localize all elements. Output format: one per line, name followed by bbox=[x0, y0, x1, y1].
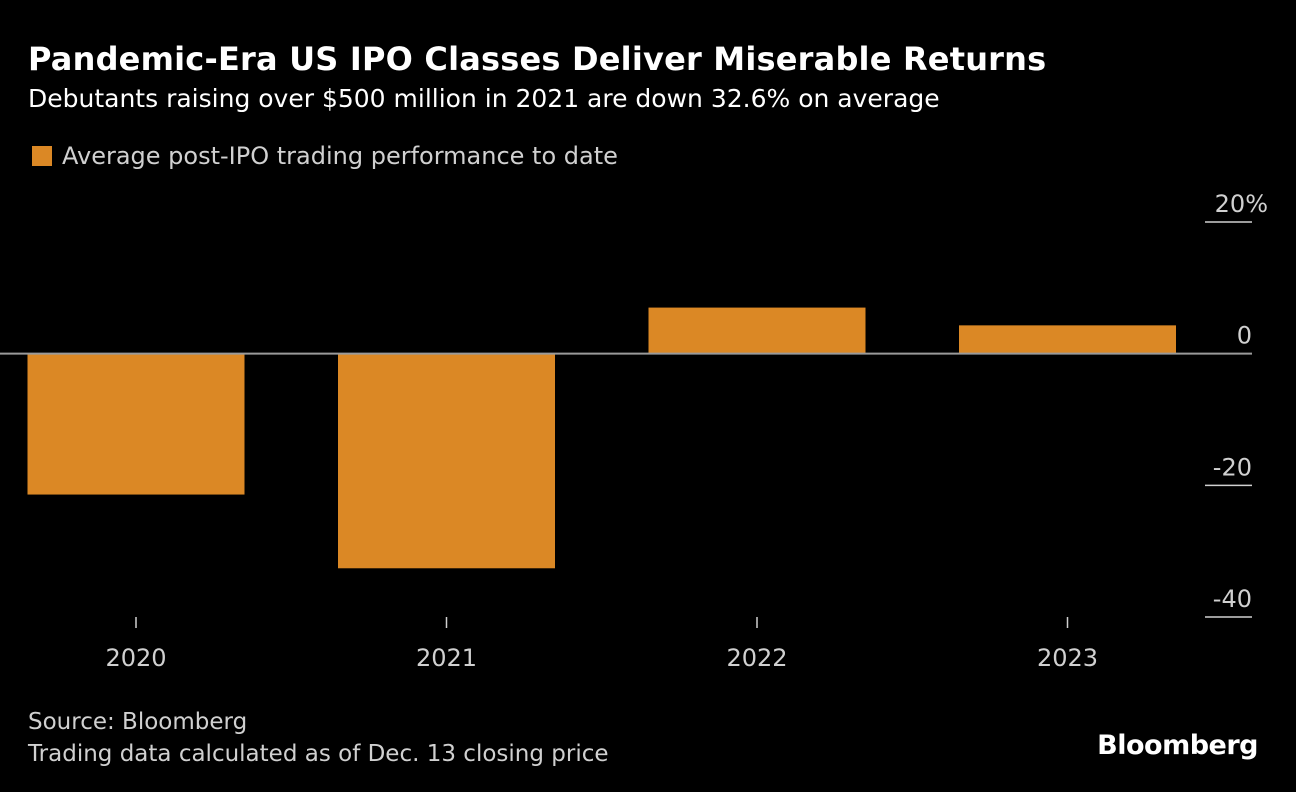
legend-label: Average post-IPO trading performance to … bbox=[62, 142, 618, 170]
x-axis: 2020 2021 2022 2023 bbox=[105, 617, 1098, 672]
footer: Source: Bloomberg Trading data calculate… bbox=[28, 706, 609, 770]
x-tick-label: 2021 bbox=[416, 644, 477, 672]
x-tick-label: 2022 bbox=[726, 644, 787, 672]
chart-subtitle: Debutants raising over $500 million in 2… bbox=[28, 84, 940, 113]
bar-2022 bbox=[648, 307, 866, 354]
bloomberg-logo: Bloomberg bbox=[1097, 730, 1258, 761]
y-tick-label: -40 bbox=[1213, 585, 1252, 613]
legend: Average post-IPO trading performance to … bbox=[32, 142, 618, 170]
bar-2021 bbox=[338, 353, 555, 569]
x-tick-label: 2023 bbox=[1037, 644, 1098, 672]
source-note: Source: Bloomberg bbox=[28, 709, 248, 735]
bar-2023 bbox=[959, 325, 1176, 354]
y-tick-label: 0 bbox=[1237, 322, 1252, 350]
y-tick-label: 20% bbox=[1215, 190, 1268, 218]
chart-title: Pandemic-Era US IPO Classes Deliver Mise… bbox=[28, 40, 1047, 78]
x-tick-label: 2020 bbox=[105, 644, 166, 672]
bar-2020 bbox=[27, 353, 245, 495]
y-tick-label: -20 bbox=[1213, 453, 1252, 481]
bars-group bbox=[0, 307, 1252, 569]
y-axis: 20% 0 -20 -40 bbox=[1205, 190, 1268, 618]
legend-swatch bbox=[32, 146, 52, 166]
data-note: Trading data calculated as of Dec. 13 cl… bbox=[28, 741, 609, 767]
